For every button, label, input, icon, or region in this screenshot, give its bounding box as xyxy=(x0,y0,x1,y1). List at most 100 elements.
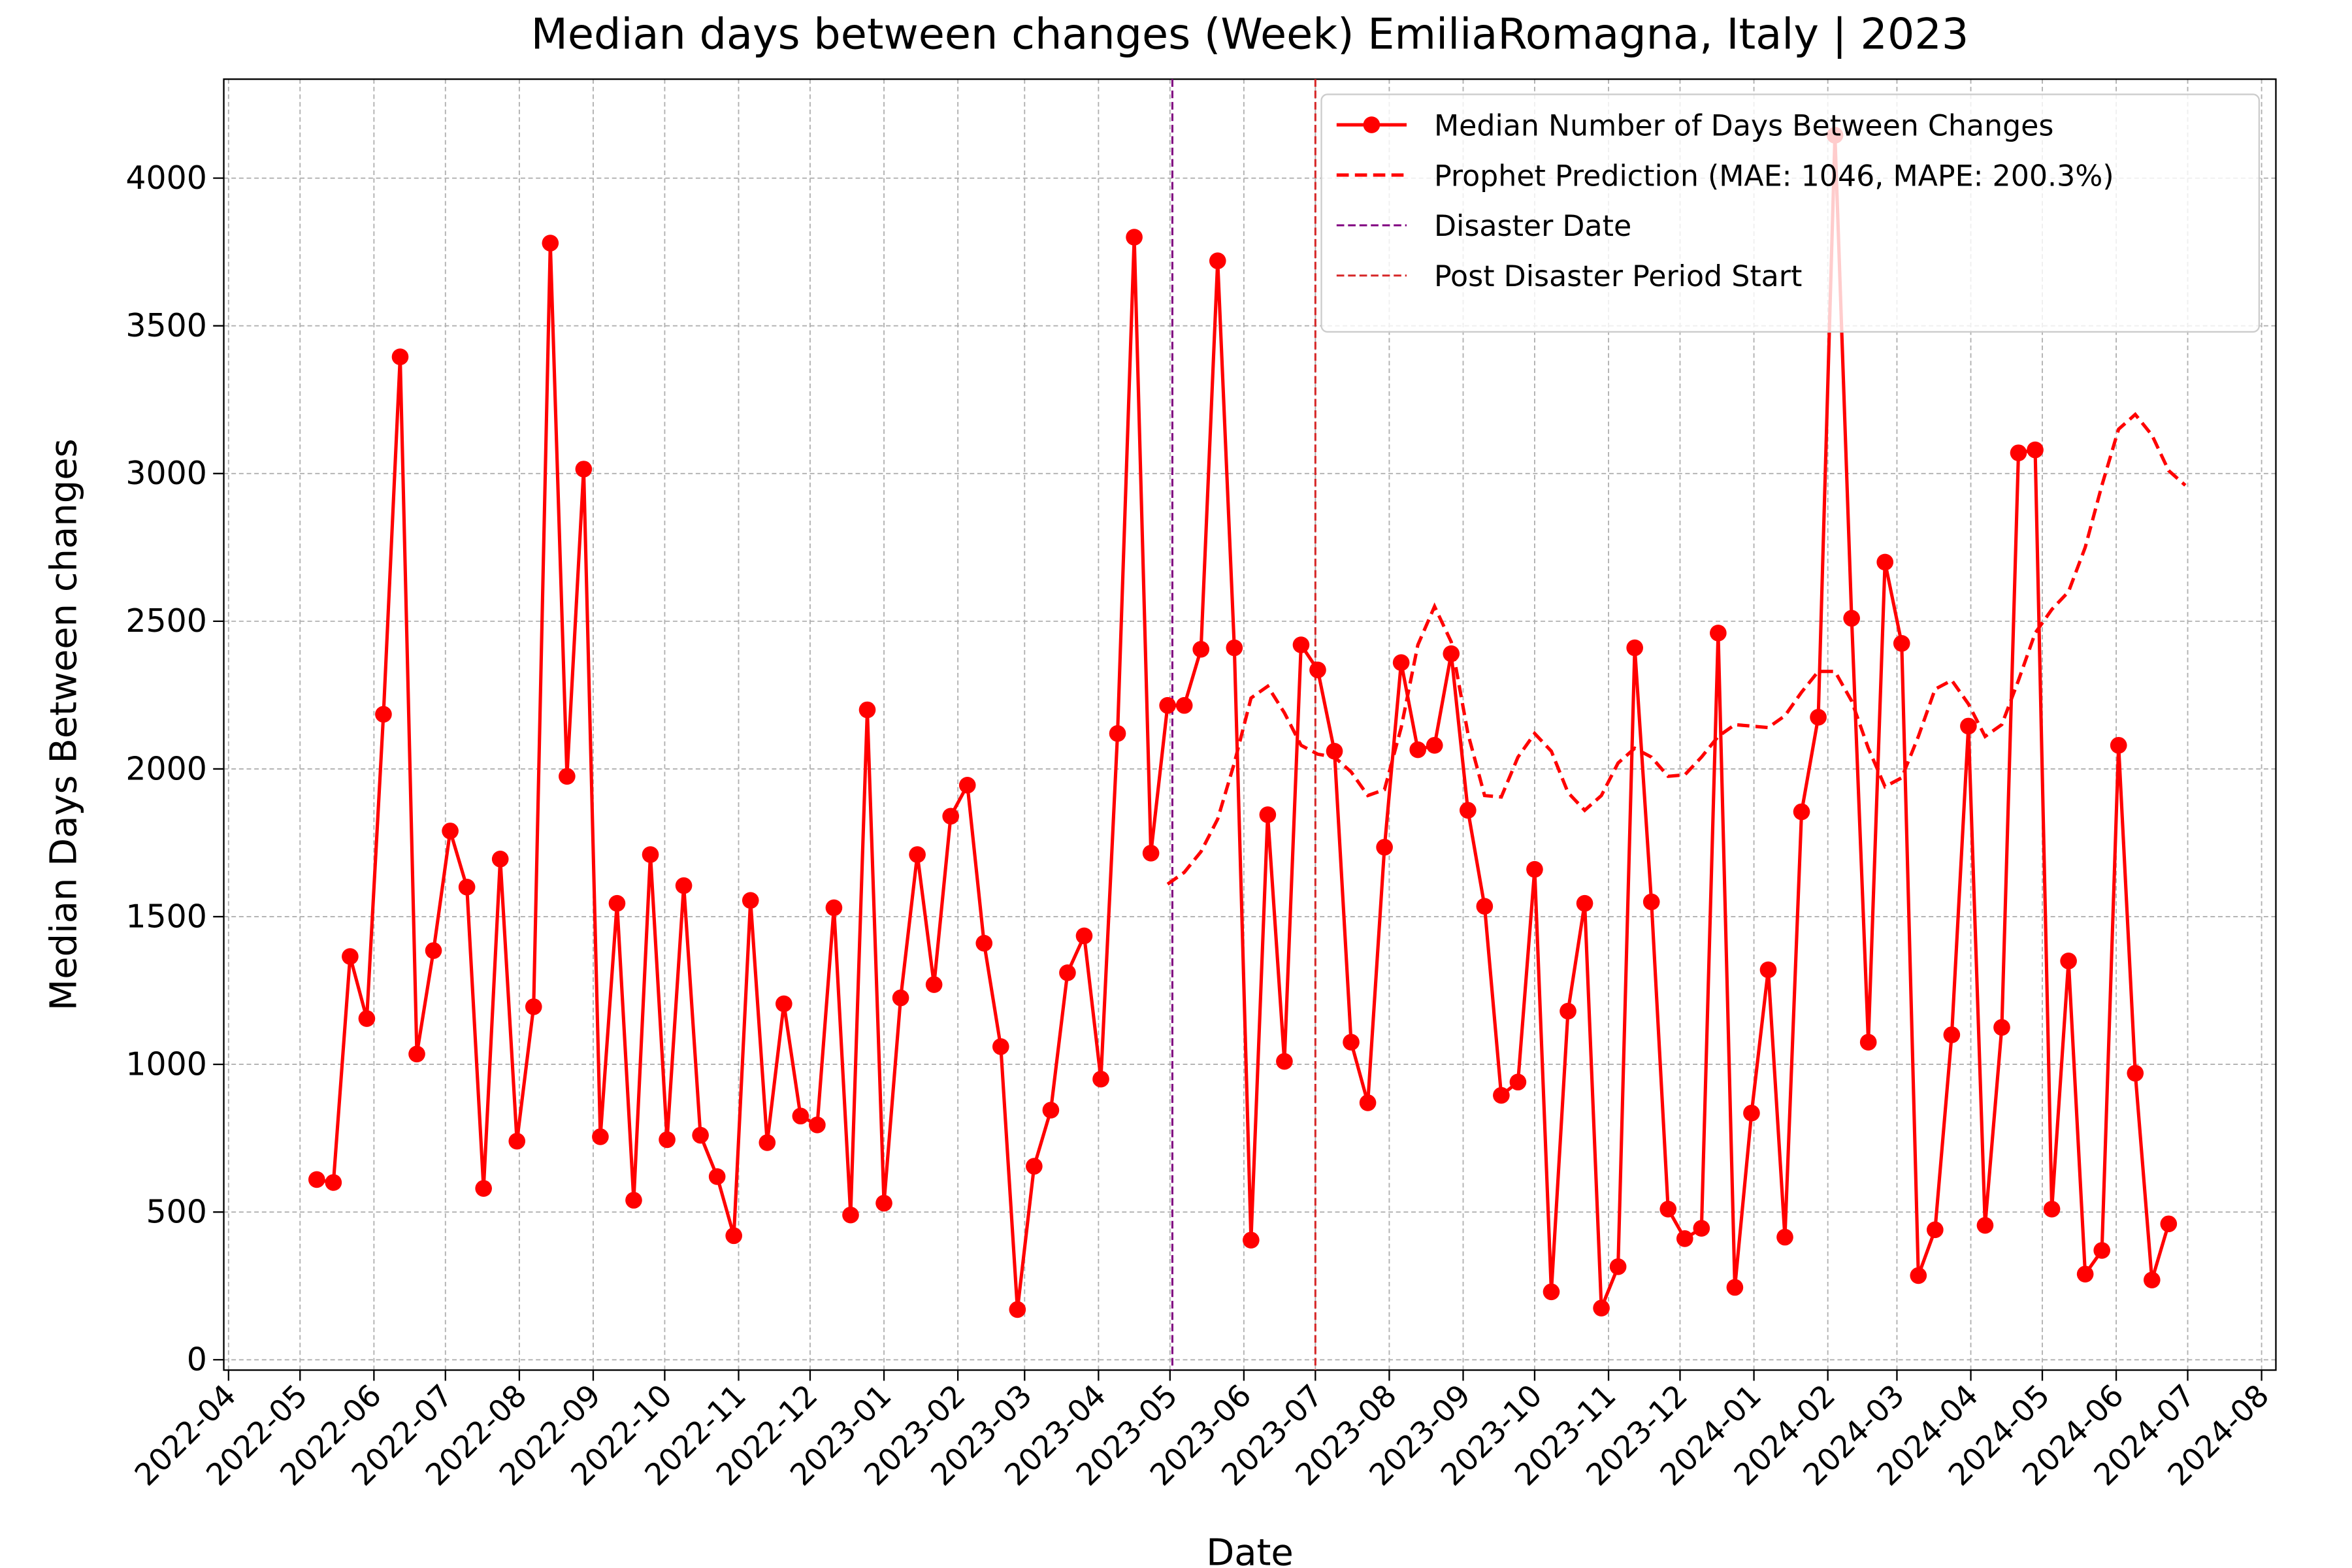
y-tick-label: 1000 xyxy=(125,1045,207,1083)
series-line xyxy=(1166,412,2187,886)
chart-title: Median days between changes (Week) Emili… xyxy=(531,10,1969,59)
data-point xyxy=(1743,1104,1760,1122)
y-tick-label: 500 xyxy=(146,1193,207,1230)
data-point xyxy=(1509,1073,1527,1091)
data-point xyxy=(1359,1094,1377,1111)
data-point xyxy=(1710,625,1727,642)
data-point xyxy=(1859,1034,1877,1051)
data-point xyxy=(575,461,593,478)
data-point xyxy=(825,899,843,917)
y-tick-label: 2000 xyxy=(125,750,207,787)
data-point xyxy=(675,877,693,894)
y-tick-label: 2500 xyxy=(125,602,207,640)
series-line xyxy=(316,135,2170,1310)
data-point xyxy=(325,1174,342,1191)
data-point xyxy=(425,942,442,959)
data-point xyxy=(1493,1086,1510,1104)
data-point xyxy=(1276,1053,1293,1070)
data-point xyxy=(308,1171,325,1188)
legend-label: Disaster Date xyxy=(1434,210,1631,243)
data-point xyxy=(1409,741,1427,759)
data-point xyxy=(1259,806,1277,823)
data-point xyxy=(809,1116,826,1134)
data-point xyxy=(1943,1026,1961,1043)
data-point xyxy=(1676,1230,1693,1247)
data-point xyxy=(1626,639,1643,657)
data-point xyxy=(1593,1299,1610,1316)
data-point xyxy=(2027,441,2044,459)
data-point xyxy=(1843,610,1860,627)
data-point xyxy=(2110,736,2127,754)
data-point xyxy=(442,823,459,840)
data-point xyxy=(725,1227,743,1245)
data-point xyxy=(1042,1102,1060,1119)
data-point xyxy=(1075,927,1093,945)
data-point xyxy=(1776,1228,1793,1246)
y-tick-label: 3000 xyxy=(125,455,207,492)
legend-label: Prophet Prediction (MAE: 1046, MAPE: 200… xyxy=(1434,159,2114,193)
data-point xyxy=(1459,802,1477,819)
data-point xyxy=(475,1180,492,1197)
data-point xyxy=(1726,1279,1744,1296)
data-point xyxy=(1560,1002,1576,1020)
data-point xyxy=(975,934,993,952)
data-point xyxy=(342,948,359,965)
data-point xyxy=(1893,634,1910,652)
data-point xyxy=(642,846,659,863)
data-point xyxy=(1976,1217,1994,1234)
data-point xyxy=(358,1010,376,1027)
data-point xyxy=(992,1038,1009,1055)
data-point xyxy=(559,768,576,785)
data-point xyxy=(1793,803,1810,821)
data-point xyxy=(742,892,759,909)
data-point xyxy=(792,1107,809,1125)
legend-label: Median Number of Days Between Changes xyxy=(1434,109,2054,142)
data-point xyxy=(1543,1283,1560,1301)
legend-label: Post Disaster Period Start xyxy=(1434,260,1802,293)
data-point xyxy=(1642,893,1660,911)
data-point xyxy=(1659,1200,1677,1218)
data-point xyxy=(708,1168,726,1185)
data-point xyxy=(1693,1220,1710,1237)
data-point xyxy=(1159,696,1176,714)
data-point xyxy=(1759,961,1777,979)
y-tick-label: 3500 xyxy=(125,307,207,344)
data-point xyxy=(1109,725,1126,742)
data-point xyxy=(1960,717,1977,735)
data-point xyxy=(375,706,392,723)
y-tick-label: 4000 xyxy=(125,159,207,197)
data-point xyxy=(842,1206,859,1224)
data-point xyxy=(925,976,943,993)
data-point xyxy=(1526,860,1543,878)
data-point xyxy=(875,1194,892,1212)
data-point xyxy=(1343,1034,1360,1051)
data-point xyxy=(1376,838,1393,856)
data-point xyxy=(1476,898,1494,915)
data-point xyxy=(1192,641,1210,658)
data-point xyxy=(1243,1232,1260,1249)
data-point xyxy=(608,894,626,912)
data-point xyxy=(1309,661,1326,679)
y-tick-label: 1500 xyxy=(125,898,207,935)
data-point xyxy=(1392,654,1410,671)
data-point xyxy=(1927,1221,1944,1239)
legend: Median Number of Days Between Changes Pro… xyxy=(1320,93,2261,333)
data-point xyxy=(1026,1158,1043,1175)
data-point xyxy=(942,808,959,825)
data-point xyxy=(2010,444,2027,461)
data-point xyxy=(1175,696,1193,714)
data-point xyxy=(1126,229,1143,246)
legend-box xyxy=(1320,93,2261,333)
data-point xyxy=(2076,1266,2094,1282)
data-point xyxy=(1092,1070,1109,1088)
data-point xyxy=(776,995,792,1013)
data-point xyxy=(458,878,476,896)
data-point xyxy=(1292,636,1310,653)
data-point xyxy=(1910,1267,1927,1284)
data-point xyxy=(1226,639,1243,657)
data-point xyxy=(1426,736,1443,754)
data-point xyxy=(759,1134,776,1151)
y-axis-label: Median Days Between changes xyxy=(43,438,86,1011)
data-point xyxy=(2093,1242,2111,1259)
